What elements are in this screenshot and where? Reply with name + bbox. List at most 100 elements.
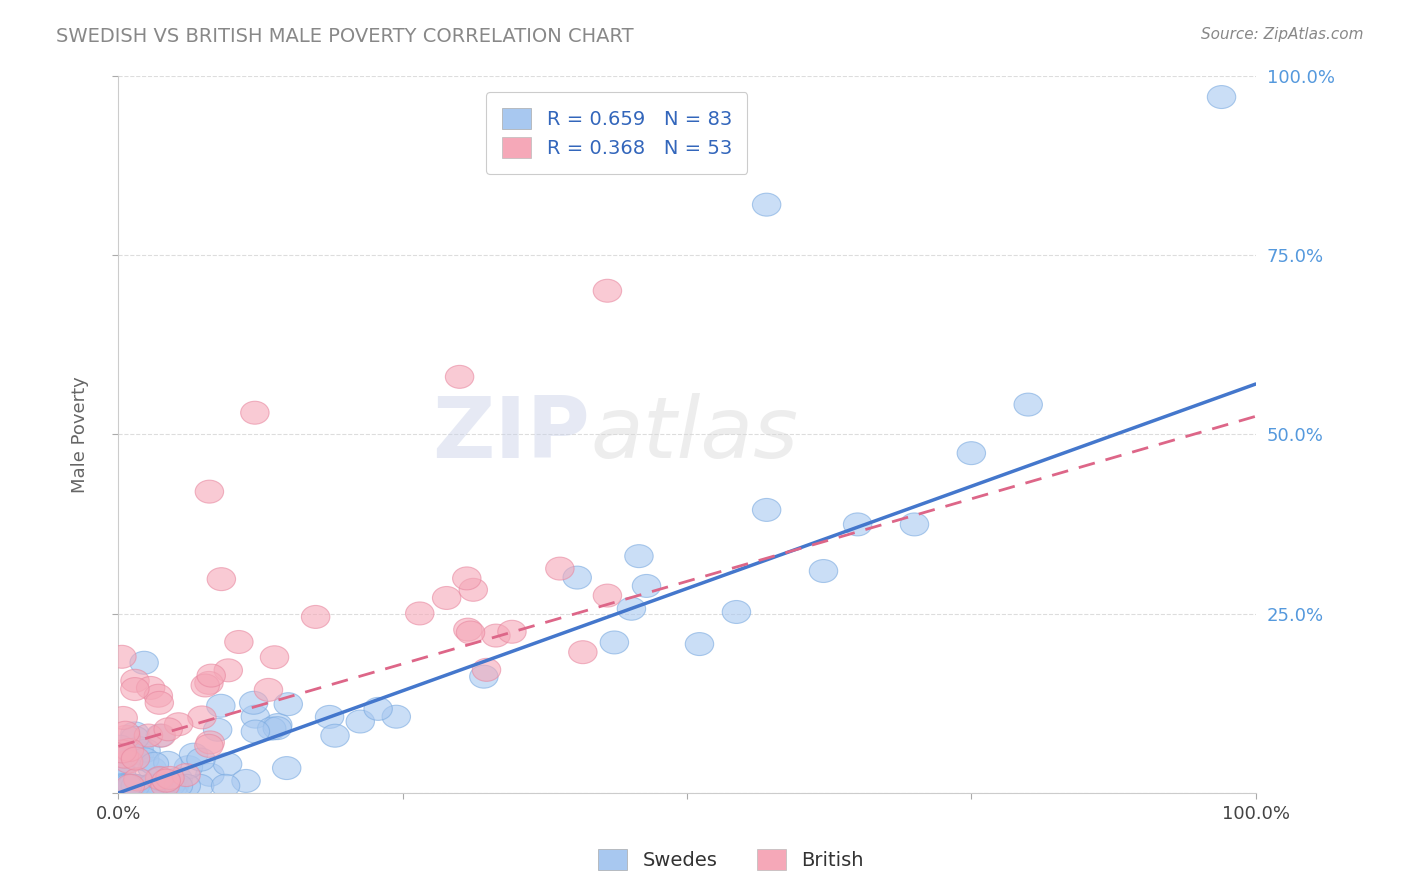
Ellipse shape — [146, 767, 174, 790]
Ellipse shape — [633, 574, 661, 598]
Ellipse shape — [593, 584, 621, 607]
Ellipse shape — [165, 774, 193, 797]
Ellipse shape — [118, 774, 146, 797]
Ellipse shape — [382, 706, 411, 728]
Ellipse shape — [115, 774, 143, 797]
Ellipse shape — [315, 706, 344, 729]
Ellipse shape — [172, 774, 201, 797]
Ellipse shape — [120, 774, 149, 797]
Ellipse shape — [107, 754, 135, 777]
Ellipse shape — [263, 716, 291, 739]
Ellipse shape — [562, 566, 592, 589]
Ellipse shape — [195, 480, 224, 503]
Ellipse shape — [121, 747, 149, 770]
Ellipse shape — [124, 768, 152, 791]
Ellipse shape — [129, 651, 159, 674]
Ellipse shape — [112, 774, 141, 797]
Ellipse shape — [112, 725, 141, 748]
Ellipse shape — [752, 194, 780, 216]
Ellipse shape — [120, 774, 148, 797]
Ellipse shape — [146, 774, 174, 797]
Ellipse shape — [211, 774, 240, 797]
Ellipse shape — [110, 745, 139, 768]
Ellipse shape — [810, 559, 838, 582]
Ellipse shape — [117, 774, 145, 797]
Ellipse shape — [121, 722, 149, 745]
Ellipse shape — [232, 770, 260, 792]
Text: ZIP: ZIP — [433, 392, 591, 475]
Ellipse shape — [121, 726, 149, 749]
Ellipse shape — [114, 749, 142, 772]
Ellipse shape — [160, 774, 188, 797]
Ellipse shape — [624, 545, 654, 567]
Ellipse shape — [180, 743, 208, 766]
Ellipse shape — [148, 774, 176, 797]
Ellipse shape — [1014, 393, 1042, 416]
Text: Source: ZipAtlas.com: Source: ZipAtlas.com — [1201, 27, 1364, 42]
Ellipse shape — [152, 769, 180, 792]
Ellipse shape — [156, 773, 186, 797]
Ellipse shape — [242, 720, 270, 743]
Ellipse shape — [121, 678, 149, 700]
Ellipse shape — [107, 774, 135, 797]
Ellipse shape — [188, 706, 217, 729]
Ellipse shape — [138, 774, 166, 797]
Ellipse shape — [111, 774, 139, 797]
Ellipse shape — [115, 739, 143, 762]
Ellipse shape — [1208, 86, 1236, 109]
Ellipse shape — [110, 706, 138, 730]
Ellipse shape — [114, 750, 143, 773]
Ellipse shape — [134, 724, 163, 747]
Ellipse shape — [957, 442, 986, 465]
Ellipse shape — [153, 751, 181, 774]
Ellipse shape — [197, 665, 225, 687]
Ellipse shape — [470, 665, 498, 688]
Ellipse shape — [186, 774, 214, 797]
Ellipse shape — [146, 774, 176, 797]
Ellipse shape — [274, 693, 302, 715]
Ellipse shape — [191, 674, 219, 697]
Ellipse shape — [121, 669, 149, 692]
Ellipse shape — [263, 714, 292, 737]
Ellipse shape — [155, 718, 183, 740]
Ellipse shape — [723, 600, 751, 624]
Ellipse shape — [239, 691, 269, 714]
Ellipse shape — [593, 279, 621, 302]
Ellipse shape — [260, 646, 288, 669]
Ellipse shape — [617, 598, 645, 620]
Ellipse shape — [273, 756, 301, 780]
Ellipse shape — [254, 679, 283, 701]
Ellipse shape — [136, 774, 166, 797]
Ellipse shape — [131, 747, 159, 771]
Ellipse shape — [132, 739, 160, 762]
Ellipse shape — [844, 513, 872, 536]
Ellipse shape — [214, 753, 242, 776]
Ellipse shape — [110, 774, 139, 797]
Ellipse shape — [112, 774, 141, 797]
Ellipse shape — [138, 757, 166, 780]
Ellipse shape — [105, 751, 134, 774]
Ellipse shape — [143, 684, 173, 707]
Ellipse shape — [321, 724, 349, 747]
Ellipse shape — [207, 694, 235, 717]
Ellipse shape — [121, 774, 149, 797]
Ellipse shape — [174, 756, 202, 779]
Legend: Swedes, British: Swedes, British — [591, 841, 872, 878]
Ellipse shape — [482, 624, 510, 647]
Ellipse shape — [136, 676, 165, 699]
Ellipse shape — [453, 567, 481, 590]
Ellipse shape — [107, 763, 136, 785]
Ellipse shape — [108, 773, 138, 797]
Ellipse shape — [172, 764, 200, 787]
Ellipse shape — [600, 631, 628, 654]
Ellipse shape — [454, 618, 482, 641]
Ellipse shape — [114, 774, 142, 797]
Ellipse shape — [405, 602, 434, 625]
Ellipse shape — [194, 734, 224, 757]
Ellipse shape — [472, 658, 501, 681]
Text: SWEDISH VS BRITISH MALE POVERTY CORRELATION CHART: SWEDISH VS BRITISH MALE POVERTY CORRELAT… — [56, 27, 634, 45]
Ellipse shape — [900, 513, 929, 536]
Ellipse shape — [125, 737, 153, 760]
Ellipse shape — [752, 499, 780, 522]
Ellipse shape — [114, 743, 142, 766]
